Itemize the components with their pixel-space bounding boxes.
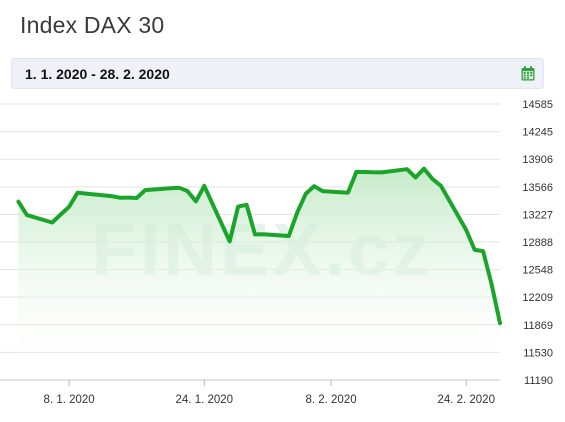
y-tick-label: 13227 bbox=[522, 209, 553, 221]
data-point[interactable] bbox=[142, 187, 148, 193]
data-point[interactable] bbox=[286, 233, 292, 239]
data-point[interactable] bbox=[244, 202, 250, 208]
data-point[interactable] bbox=[345, 190, 351, 196]
series-area bbox=[18, 168, 501, 380]
data-point[interactable] bbox=[260, 231, 266, 237]
x-tick-label: 8. 1. 2020 bbox=[44, 394, 95, 406]
data-point[interactable] bbox=[311, 183, 317, 189]
data-point[interactable] bbox=[168, 185, 174, 191]
y-tick-label: 14585 bbox=[522, 99, 553, 111]
data-point[interactable] bbox=[489, 281, 495, 287]
data-point[interactable] bbox=[362, 169, 368, 175]
data-point[interactable] bbox=[472, 247, 478, 253]
x-tick-label: 24. 2. 2020 bbox=[437, 394, 495, 406]
data-point[interactable] bbox=[193, 198, 199, 204]
y-tick-label: 11869 bbox=[523, 320, 553, 332]
page-title: Index DAX 30 bbox=[20, 12, 165, 38]
data-point[interactable] bbox=[379, 169, 385, 175]
y-tick-label: 11530 bbox=[523, 347, 553, 359]
data-point[interactable] bbox=[49, 220, 55, 226]
data-point[interactable] bbox=[413, 174, 419, 180]
data-point[interactable] bbox=[370, 169, 376, 175]
data-point[interactable] bbox=[83, 191, 89, 197]
data-point[interactable] bbox=[294, 210, 300, 216]
data-point[interactable] bbox=[15, 199, 21, 205]
data-point[interactable] bbox=[134, 195, 140, 201]
dax-chart[interactable]: FINEX.cz 1119011530118691220912548128881… bbox=[0, 92, 565, 417]
calendar-icon[interactable] bbox=[521, 66, 535, 81]
y-tick-label: 12548 bbox=[522, 265, 553, 277]
data-point[interactable] bbox=[184, 188, 190, 194]
y-tick-label: 12209 bbox=[522, 292, 553, 304]
data-point[interactable] bbox=[66, 204, 72, 210]
data-point[interactable] bbox=[125, 195, 131, 201]
data-point[interactable] bbox=[75, 190, 81, 196]
data-point[interactable] bbox=[227, 238, 233, 244]
data-point[interactable] bbox=[463, 227, 469, 233]
data-point[interactable] bbox=[24, 212, 30, 218]
data-point[interactable] bbox=[252, 231, 258, 237]
data-point[interactable] bbox=[176, 185, 182, 191]
data-point[interactable] bbox=[497, 320, 503, 326]
data-point[interactable] bbox=[117, 195, 123, 201]
y-tick-label: 12888 bbox=[522, 237, 553, 249]
date-range-text: 1. 1. 2020 - 28. 2. 2020 bbox=[25, 66, 170, 82]
x-tick-label: 8. 2. 2020 bbox=[305, 394, 356, 406]
data-point[interactable] bbox=[438, 183, 444, 189]
date-range-picker[interactable]: 1. 1. 2020 - 28. 2. 2020 bbox=[11, 58, 544, 89]
y-tick-label: 14245 bbox=[522, 127, 553, 139]
data-point[interactable] bbox=[235, 204, 241, 210]
data-point[interactable] bbox=[201, 183, 207, 189]
chart-container: FINEX.cz 1119011530118691220912548128881… bbox=[0, 92, 565, 417]
y-tick-label: 13906 bbox=[522, 154, 553, 166]
y-tick-label: 13566 bbox=[522, 182, 553, 194]
data-point[interactable] bbox=[421, 166, 427, 172]
data-point[interactable] bbox=[429, 176, 435, 182]
x-tick-label: 24. 1. 2020 bbox=[176, 394, 234, 406]
data-point[interactable] bbox=[303, 191, 309, 197]
data-point[interactable] bbox=[58, 211, 64, 217]
data-point[interactable] bbox=[320, 188, 326, 194]
data-point[interactable] bbox=[480, 248, 486, 254]
y-tick-label: 11190 bbox=[524, 375, 553, 387]
data-point[interactable] bbox=[353, 169, 359, 175]
series-line bbox=[16, 166, 502, 326]
data-point[interactable] bbox=[108, 193, 114, 199]
data-point[interactable] bbox=[404, 166, 410, 172]
